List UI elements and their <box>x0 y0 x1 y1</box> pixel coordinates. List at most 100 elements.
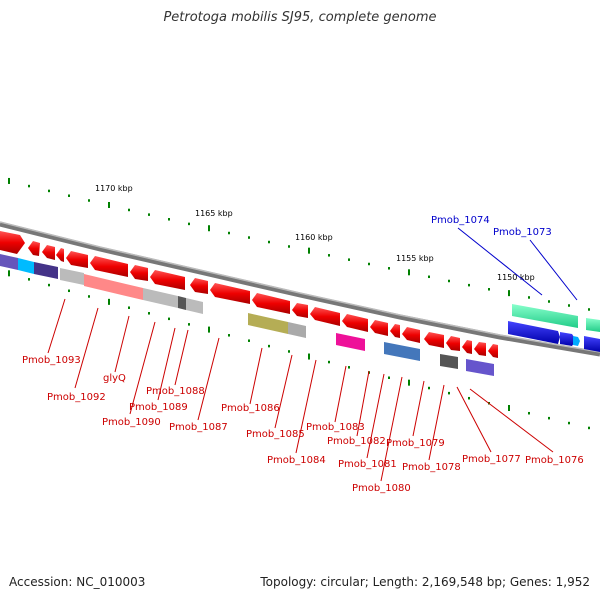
feature-box[interactable] <box>60 268 84 285</box>
gene-arrow[interactable] <box>584 336 600 352</box>
map-title: Petrotoga mobilis SJ95, complete genome <box>163 10 437 25</box>
ruler-label: 1155 kbp <box>396 254 434 263</box>
gene-label[interactable]: Pmob_1085 <box>246 429 305 440</box>
gene-arrow[interactable] <box>390 324 400 338</box>
feature-box[interactable] <box>143 288 178 308</box>
leader-line <box>295 359 317 454</box>
gene-label[interactable]: Pmob_1083 <box>306 422 365 433</box>
minor-tick <box>488 288 490 291</box>
feature-box[interactable] <box>248 313 288 334</box>
leader-line <box>157 327 176 401</box>
minor-tick <box>268 240 270 244</box>
gene-arrow[interactable] <box>424 332 444 348</box>
minor-tick <box>128 306 130 309</box>
leader-line <box>334 365 347 423</box>
gene-arrow[interactable] <box>586 318 600 332</box>
leader-line <box>457 227 543 296</box>
feature-box[interactable] <box>440 354 458 369</box>
gene-label[interactable]: Pmob_1092 <box>47 392 106 403</box>
minor-tick <box>28 184 30 188</box>
minor-tick <box>248 339 250 342</box>
feature-box[interactable] <box>178 296 186 310</box>
leader-line <box>197 337 220 421</box>
gene-arrow[interactable] <box>66 251 88 268</box>
gene-arrow[interactable] <box>573 336 580 346</box>
leader-line <box>412 380 425 437</box>
leader-line <box>274 354 293 429</box>
gene-arrow[interactable] <box>370 320 388 336</box>
gene-label[interactable]: Pmob_1080 <box>352 483 411 494</box>
gene-arrow[interactable] <box>402 327 420 343</box>
gene-arrow[interactable] <box>150 270 185 290</box>
feature-box[interactable] <box>384 342 420 361</box>
gene-labels-top: Pmob_1074 Pmob_1073 <box>431 215 552 238</box>
feature-box[interactable] <box>0 254 18 270</box>
gene-arrow[interactable] <box>342 314 368 332</box>
gene-arrow[interactable] <box>42 245 55 260</box>
gene-arrow[interactable] <box>292 303 308 318</box>
gene-label[interactable]: Pmob_1077 <box>462 454 521 465</box>
leader-line <box>249 347 263 405</box>
gene-label[interactable]: Pmob_1079 <box>386 438 445 449</box>
major-tick <box>108 298 110 305</box>
ruler-label: 1160 kbp <box>295 233 333 242</box>
gene-arrow[interactable] <box>252 293 290 314</box>
leader-line <box>74 307 99 389</box>
gene-label[interactable]: Pmob_1084 <box>267 455 326 466</box>
gene-arrow[interactable] <box>130 265 148 281</box>
feature-box[interactable] <box>18 258 34 274</box>
gene-label[interactable]: Pmob_1088 <box>146 386 205 397</box>
gene-label[interactable]: Pmob_1078 <box>402 462 461 473</box>
gene-arrow[interactable] <box>310 307 340 326</box>
minor-tick <box>388 376 390 379</box>
gene-arrow[interactable] <box>210 283 250 304</box>
major-tick <box>508 404 510 411</box>
gene-label[interactable]: Pmob_1074 <box>431 215 490 226</box>
leader-line <box>366 373 385 459</box>
gene-label[interactable]: Pmob_1087 <box>169 422 228 433</box>
gene-arrow[interactable] <box>28 241 40 256</box>
feature-box[interactable] <box>34 262 58 279</box>
minor-tick <box>388 267 390 270</box>
feature-box[interactable] <box>84 274 143 300</box>
gene-label[interactable]: glyQ <box>103 373 126 384</box>
gene-label[interactable]: Pmob_1093 <box>22 355 81 366</box>
gene-arrow[interactable] <box>190 278 208 294</box>
minor-tick <box>368 262 370 266</box>
gene-arrow[interactable] <box>474 342 486 356</box>
ruler-label: 1165 kbp <box>195 209 233 218</box>
inner-ticks <box>8 270 590 430</box>
gene-label[interactable]: Pmob_1081 <box>338 459 397 470</box>
gene-arrow-pmob1074[interactable] <box>512 304 578 328</box>
gene-arrow[interactable] <box>90 256 128 277</box>
gene-label[interactable]: Pmob_1089 <box>129 402 188 413</box>
gene-arrow[interactable] <box>0 231 25 254</box>
feature-box[interactable] <box>186 298 203 314</box>
gene-label[interactable]: Pmob_1076 <box>525 455 584 466</box>
gene-arrow[interactable] <box>446 336 460 351</box>
feature-box[interactable] <box>288 322 306 338</box>
major-tick <box>208 326 210 333</box>
major-tick <box>308 353 310 360</box>
feature-box[interactable] <box>336 333 365 351</box>
minor-tick <box>188 323 190 326</box>
gene-arrow[interactable] <box>560 332 576 346</box>
topology-text: Topology: circular; Length: 2,169,548 bp… <box>260 575 590 589</box>
gene-arrow[interactable] <box>56 248 64 262</box>
gene-label[interactable]: Pmob_1090 <box>102 417 161 428</box>
forward-strand-genes <box>0 231 498 358</box>
minor-tick <box>148 213 150 216</box>
gene-arrow[interactable] <box>488 344 498 358</box>
gene-arrow-pmob1073[interactable] <box>508 321 560 344</box>
major-tick <box>508 290 510 297</box>
gene-label[interactable]: Pmob_1082 <box>327 436 386 447</box>
leader-line <box>456 386 492 453</box>
reverse-strand-genes <box>508 304 600 352</box>
gene-arrow[interactable] <box>462 340 472 354</box>
leader-line <box>114 315 130 373</box>
gene-label[interactable]: Pmob_1073 <box>493 227 552 238</box>
gene-label[interactable]: Pmob_1086 <box>221 403 280 414</box>
major-tick <box>208 225 210 232</box>
feature-box[interactable] <box>466 359 494 376</box>
minor-tick <box>168 218 170 221</box>
